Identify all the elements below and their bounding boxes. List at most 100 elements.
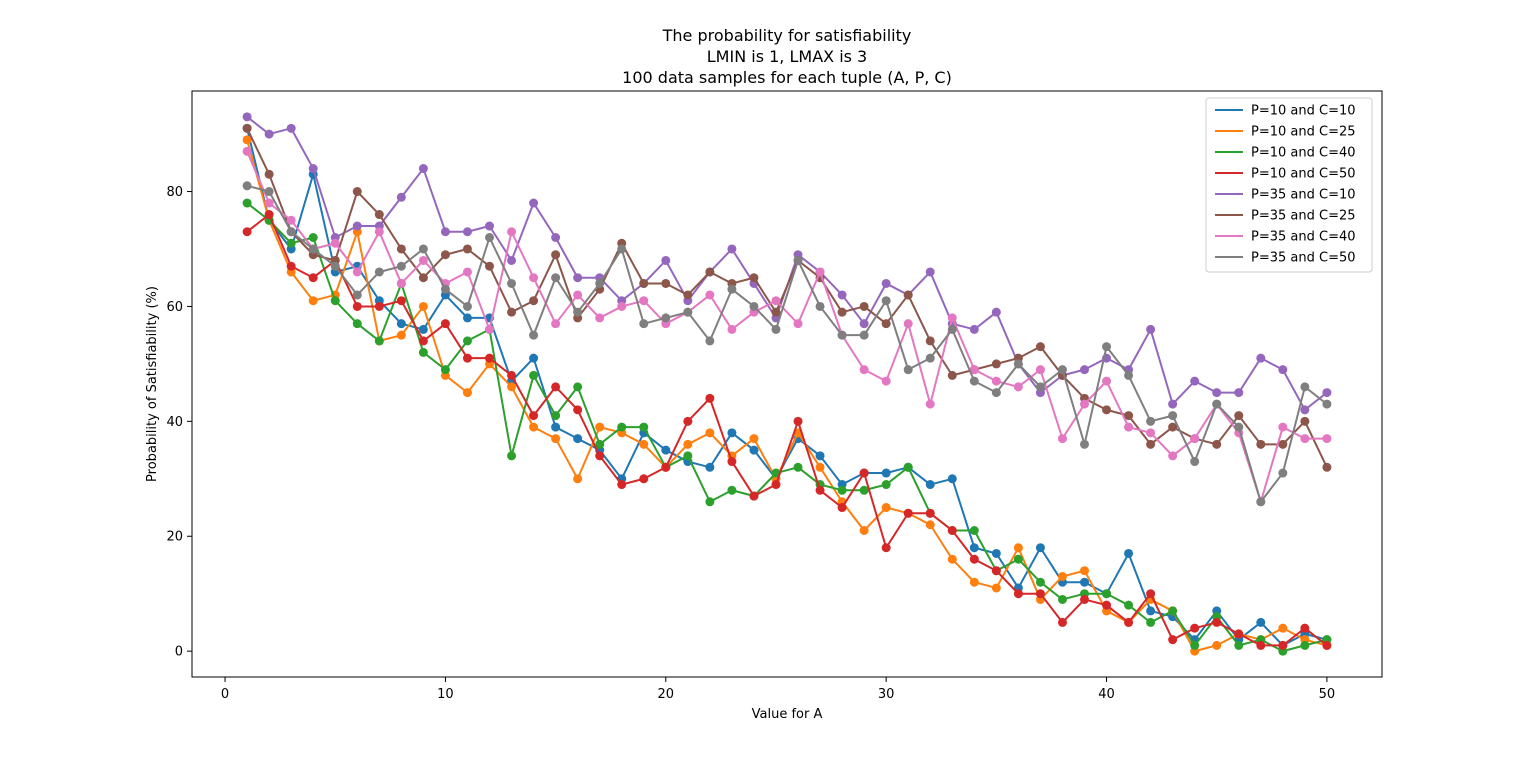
data-point xyxy=(1146,416,1156,426)
data-point xyxy=(1234,388,1244,398)
data-point xyxy=(683,290,693,300)
data-point xyxy=(705,336,715,346)
data-point xyxy=(1190,623,1200,633)
data-point xyxy=(1212,388,1222,398)
data-point xyxy=(352,319,362,329)
data-point xyxy=(793,255,803,265)
data-point xyxy=(551,382,561,392)
data-point xyxy=(969,543,979,553)
data-point xyxy=(352,290,362,300)
data-point xyxy=(859,330,869,340)
series-layer xyxy=(242,112,1332,656)
data-point xyxy=(1234,640,1244,650)
data-point xyxy=(1190,434,1200,444)
data-point xyxy=(903,319,913,329)
data-point xyxy=(418,324,428,334)
data-point xyxy=(418,244,428,254)
chart-title-line-2: LMIN is 1, LMAX is 3 xyxy=(707,47,867,66)
x-tick-label-20: 20 xyxy=(658,687,675,702)
data-point xyxy=(1013,554,1023,564)
series-line-4 xyxy=(246,213,1328,647)
data-point xyxy=(485,353,494,363)
legend-label: P=35 and C=25 xyxy=(1251,209,1356,224)
data-point xyxy=(551,273,561,283)
data-point xyxy=(639,278,649,288)
data-point xyxy=(815,267,825,277)
x-tick-label-0: 0 xyxy=(221,687,229,702)
data-point xyxy=(661,278,671,288)
data-point xyxy=(440,319,450,329)
data-point xyxy=(771,480,781,490)
data-point xyxy=(859,301,869,311)
data-point xyxy=(881,468,891,478)
chart-title-line-1: The probability for satisfiability xyxy=(662,26,912,45)
data-point xyxy=(1278,365,1288,375)
data-point xyxy=(573,405,583,415)
data-point xyxy=(286,227,296,237)
data-point xyxy=(859,468,869,478)
data-point xyxy=(595,278,605,288)
data-point xyxy=(507,278,517,288)
data-point xyxy=(1168,422,1178,432)
data-point xyxy=(639,296,649,306)
data-point xyxy=(551,233,561,242)
data-point xyxy=(1124,548,1134,558)
data-point xyxy=(727,284,737,294)
data-point xyxy=(440,365,450,375)
data-point xyxy=(1300,416,1310,426)
x-tick-label-10: 10 xyxy=(437,687,454,702)
data-point xyxy=(352,221,362,231)
data-point xyxy=(308,164,318,174)
data-point xyxy=(264,210,274,220)
data-point xyxy=(595,439,605,449)
y-tick-label-40: 40 xyxy=(166,415,183,430)
data-point xyxy=(969,324,979,334)
legend-label: P=10 and C=50 xyxy=(1251,167,1356,182)
data-point xyxy=(573,273,583,283)
data-point xyxy=(947,370,957,380)
data-point xyxy=(1234,411,1244,421)
y-axis: 0 20 40 60 80 xyxy=(166,185,192,660)
data-point xyxy=(661,255,671,265)
data-point xyxy=(1212,640,1222,650)
legend-label: P=10 and C=10 xyxy=(1251,104,1356,119)
data-point xyxy=(1234,629,1244,639)
data-point xyxy=(551,411,561,421)
plot-frame xyxy=(191,90,1383,678)
data-point xyxy=(529,198,539,208)
data-point xyxy=(1146,606,1156,616)
data-point xyxy=(705,428,715,438)
data-point xyxy=(947,474,957,484)
data-point xyxy=(352,187,362,197)
data-point xyxy=(1102,600,1112,610)
data-point xyxy=(1212,439,1222,449)
data-point xyxy=(1102,342,1112,352)
data-point xyxy=(727,485,737,495)
data-point xyxy=(242,123,252,133)
data-point xyxy=(462,353,472,363)
y-tick-label-20: 20 xyxy=(166,530,183,545)
data-point xyxy=(374,336,384,346)
data-point xyxy=(683,416,693,426)
data-point xyxy=(440,284,450,294)
data-point xyxy=(815,451,825,461)
data-point xyxy=(529,273,539,283)
data-point xyxy=(1300,434,1310,444)
data-point xyxy=(947,526,957,535)
data-point xyxy=(507,382,517,392)
data-point xyxy=(1080,577,1089,587)
data-point xyxy=(330,261,340,271)
data-point xyxy=(1256,497,1266,507)
series-line-3 xyxy=(246,202,1328,653)
data-point xyxy=(859,365,869,375)
data-point xyxy=(1080,594,1089,604)
data-point xyxy=(859,319,869,329)
data-point xyxy=(1190,457,1200,467)
data-point xyxy=(242,146,252,156)
data-point xyxy=(396,192,406,202)
data-point xyxy=(859,526,869,535)
data-point xyxy=(573,307,583,317)
data-point xyxy=(925,336,935,346)
legend-label: P=35 and C=40 xyxy=(1251,230,1356,245)
